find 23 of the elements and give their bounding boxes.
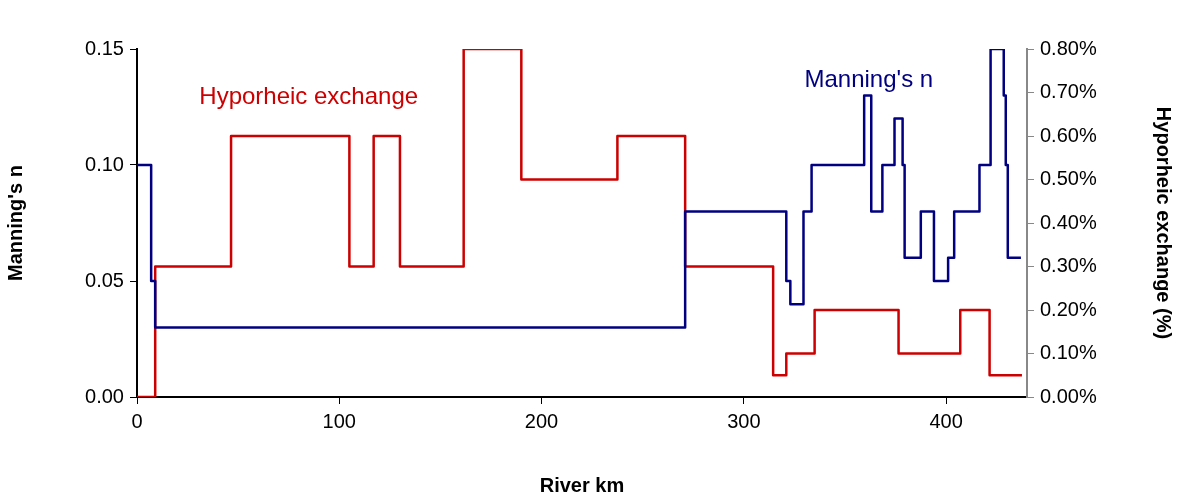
y-tick-label: 0.10 (85, 152, 124, 175)
x-tick-label: 100 (322, 409, 356, 432)
y-tick-label: 0.15 (85, 36, 124, 59)
y2-tick-label: 0.30% (1040, 254, 1097, 277)
y2-tick-label: 0.10% (1040, 341, 1097, 364)
y2-tick-label: 0.00% (1040, 384, 1097, 407)
x-tick-label: 200 (524, 409, 559, 432)
y2-axis-title: Hyporheic exchange (%) (1153, 106, 1176, 340)
y2-tick-label: 0.70% (1040, 80, 1097, 103)
y-tick-label: 0.05 (85, 268, 124, 291)
y2-tick-label: 0.60% (1040, 123, 1097, 146)
y2-tick-label: 0.40% (1040, 210, 1097, 233)
y2-tick-label: 0.50% (1040, 167, 1097, 190)
y-axis-title: Manning's n (3, 165, 26, 281)
y-tick-label: 0.00 (85, 384, 124, 407)
x-tick-label: 300 (727, 409, 761, 432)
y2-tick-label: 0.80% (1040, 36, 1097, 59)
y2-tick-label: 0.20% (1040, 297, 1097, 320)
x-axis-title: River km (539, 473, 625, 496)
series-label: Manning's n (804, 64, 934, 92)
series-label: Hyporheic exchange (199, 82, 419, 110)
x-tick-label: 400 (929, 409, 963, 432)
x-tick-label: 0 (131, 409, 143, 432)
